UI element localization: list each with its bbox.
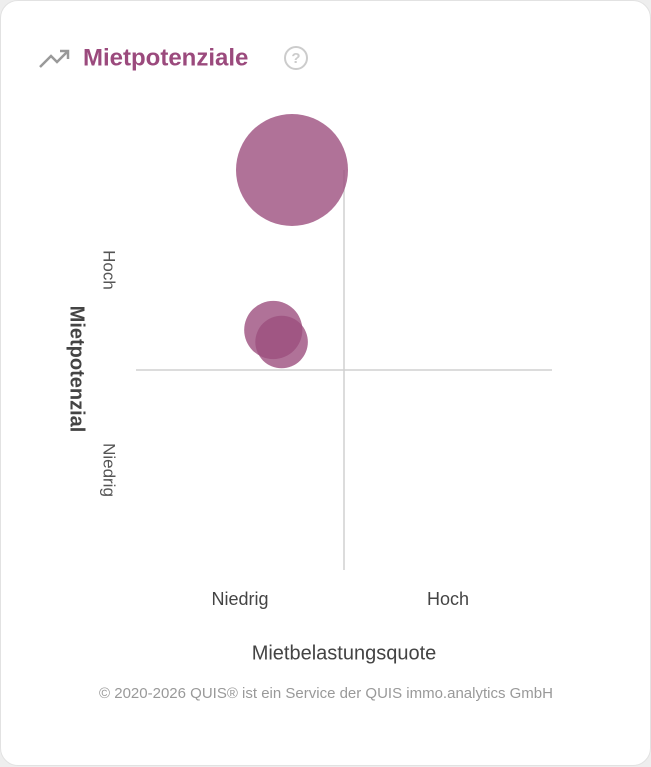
help-icon[interactable] [284, 46, 308, 70]
y-category-label: Hoch [100, 250, 119, 290]
bubble [255, 315, 308, 369]
y-category-label: Niedrig [100, 443, 119, 497]
x-axis-title: Mietbelastungsquote [252, 642, 437, 664]
x-category-label: Niedrig [211, 589, 268, 609]
bubble [236, 114, 348, 226]
trend-icon-arrow [60, 49, 70, 59]
y-axis-title: Mietpotenzial [66, 306, 88, 433]
footer: © 2020-2026 QUIS® ist ein Service der QU… [99, 685, 553, 702]
trend-icon [39, 51, 68, 68]
help-icon-label[interactable]: ? [291, 50, 300, 67]
x-category-label: Hoch [427, 589, 469, 609]
chart-title: Mietpotenziale [83, 44, 248, 71]
